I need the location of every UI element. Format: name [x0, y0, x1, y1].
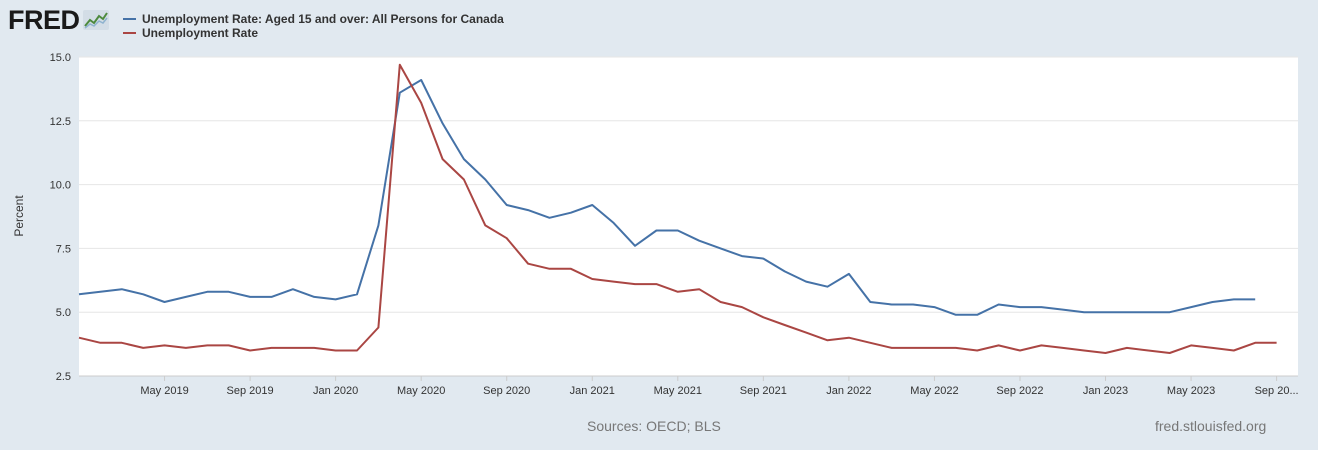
- chart-legend: Unemployment Rate: Aged 15 and over: All…: [123, 12, 504, 40]
- y-tick-label: 10.0: [50, 180, 71, 192]
- fred-logo-text: FRED: [8, 4, 80, 35]
- x-tick-label: Sep 2021: [740, 385, 787, 397]
- x-tick-label: Sep 2020: [483, 385, 530, 397]
- series-line-us[interactable]: [78, 63, 1277, 354]
- y-tick-label: 5.0: [56, 307, 71, 319]
- fred-logo[interactable]: FRED: [8, 5, 109, 35]
- x-tick-label: Jan 2022: [826, 385, 871, 397]
- legend-label-us: Unemployment Rate: [142, 26, 259, 40]
- plot-background: [79, 57, 1298, 376]
- legend-swatch-us: [123, 32, 136, 34]
- x-tick-label: Sep 2019: [227, 385, 274, 397]
- legend-item-canada[interactable]: Unemployment Rate: Aged 15 and over: All…: [123, 12, 504, 26]
- x-tick-label: Jan 2021: [570, 385, 615, 397]
- sources-note: Sources: OECD; BLS: [587, 418, 721, 434]
- x-tick-label: May 2022: [910, 385, 958, 397]
- x-tick-label: Jan 2020: [313, 385, 358, 397]
- x-tick-label: Jan 2023: [1083, 385, 1128, 397]
- y-tick-label: 7.5: [56, 243, 71, 255]
- x-tick-label: May 2020: [397, 385, 445, 397]
- x-tick-label: May 2023: [1167, 385, 1215, 397]
- legend-item-us[interactable]: Unemployment Rate: [123, 26, 504, 40]
- x-tick-label: May 2021: [654, 385, 702, 397]
- y-tick-label: 2.5: [56, 371, 71, 383]
- y-tick-label: 12.5: [50, 116, 71, 128]
- y-tick-label: 15.0: [50, 52, 71, 64]
- series-line-canada[interactable]: [78, 79, 1256, 316]
- site-url[interactable]: fred.stlouisfed.org: [1155, 418, 1267, 434]
- x-tick-label: Sep 2022: [996, 385, 1043, 397]
- legend-label-canada: Unemployment Rate: Aged 15 and over: All…: [142, 12, 504, 26]
- fred-graph-icon: [82, 10, 109, 30]
- x-tick-label: Sep 20...: [1255, 385, 1299, 397]
- legend-swatch-canada: [123, 18, 136, 20]
- x-tick-label: May 2019: [140, 385, 188, 397]
- y-axis-label: Percent: [12, 195, 26, 237]
